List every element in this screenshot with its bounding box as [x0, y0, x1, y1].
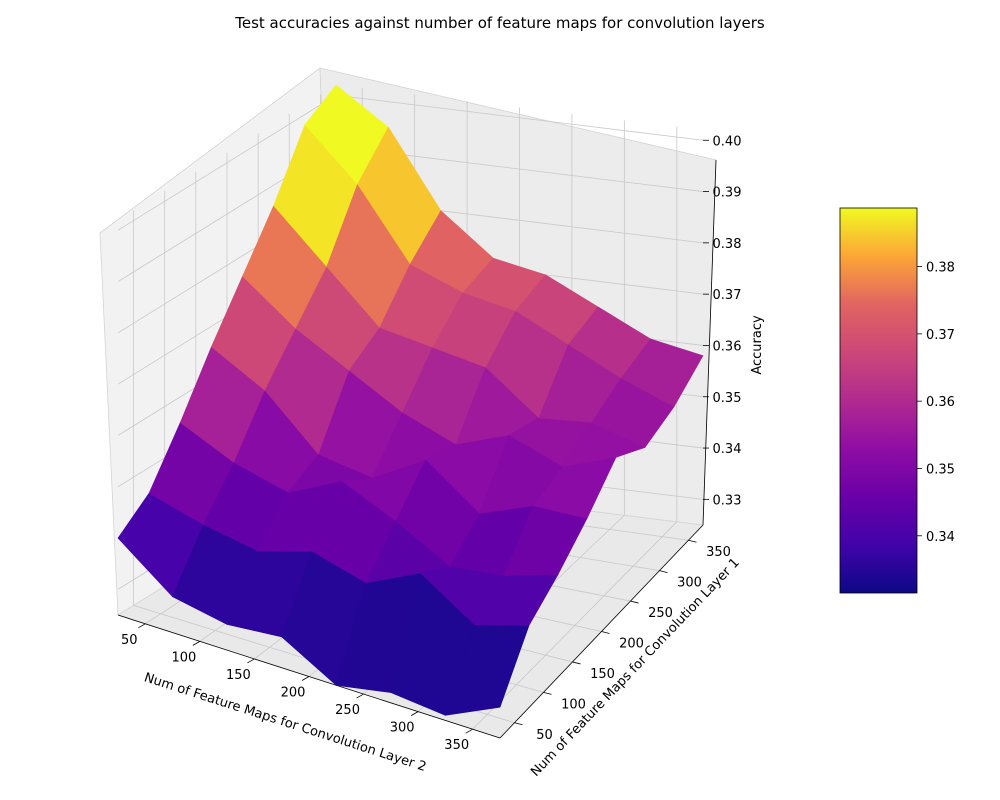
y-tick-label: 50 [536, 728, 553, 743]
x-tick [301, 676, 310, 681]
axis-ticks: 50 100 150 200 250 300 350 50 100 150 200 250 300 350… [121, 134, 741, 753]
x-tick-label: 300 [390, 721, 415, 736]
z-tick-label: 0.33 [713, 493, 742, 508]
colorbar-tick-label: 0.37 [926, 328, 955, 343]
y-tick [688, 539, 697, 543]
z-axis-label: Accuracy [750, 315, 765, 375]
x-tick-label: 150 [226, 668, 251, 683]
x-tick-label: 250 [335, 703, 360, 718]
z-tick-label: 0.35 [713, 391, 742, 406]
z-tick-label: 0.39 [713, 186, 742, 201]
y-tick [572, 661, 581, 665]
x-tick-label: 350 [444, 738, 469, 753]
y-tick [601, 631, 610, 634]
x-tick-label: 50 [121, 633, 138, 648]
y-tick [630, 600, 639, 604]
colorbar [839, 207, 918, 594]
z-tick-label: 0.34 [713, 442, 742, 457]
surface-plot [117, 84, 704, 716]
x-tick [410, 711, 419, 716]
x-tick [138, 623, 146, 629]
z-tick-label: 0.40 [713, 134, 742, 149]
x-tick-label: 200 [281, 686, 306, 701]
y-tick [659, 570, 668, 574]
x-tick-label: 100 [171, 650, 196, 665]
y-tick-label: 150 [590, 667, 615, 682]
x-tick [465, 728, 473, 734]
colorbar-tick-label: 0.38 [926, 261, 955, 276]
surface-patch [620, 338, 704, 408]
colorbar-ticks: 0.34 0.35 0.36 0.37 0.38 [917, 261, 955, 545]
colorbar-tick-label: 0.36 [926, 395, 955, 410]
y-tick-label: 200 [619, 637, 644, 652]
x-tick [356, 693, 364, 699]
x-tick [247, 658, 255, 664]
y-tick [543, 691, 552, 695]
y-tick-label: 250 [648, 606, 673, 621]
gridline [335, 94, 704, 141]
z-tick-label: 0.38 [713, 237, 742, 252]
z-axis-line [702, 159, 717, 526]
colorbar-tick-label: 0.34 [926, 530, 955, 545]
gridline [117, 94, 337, 231]
y-tick [514, 722, 523, 726]
z-tick-label: 0.36 [713, 339, 742, 354]
colorbar-tick-label: 0.35 [926, 462, 955, 477]
chart-title: Test accuracies against number of featur… [234, 14, 765, 32]
y-tick-label: 300 [677, 576, 702, 591]
z-tick-label: 0.37 [713, 288, 742, 303]
x-tick [192, 641, 201, 646]
y-tick-label: 350 [706, 545, 731, 560]
y-tick-label: 100 [561, 697, 586, 712]
